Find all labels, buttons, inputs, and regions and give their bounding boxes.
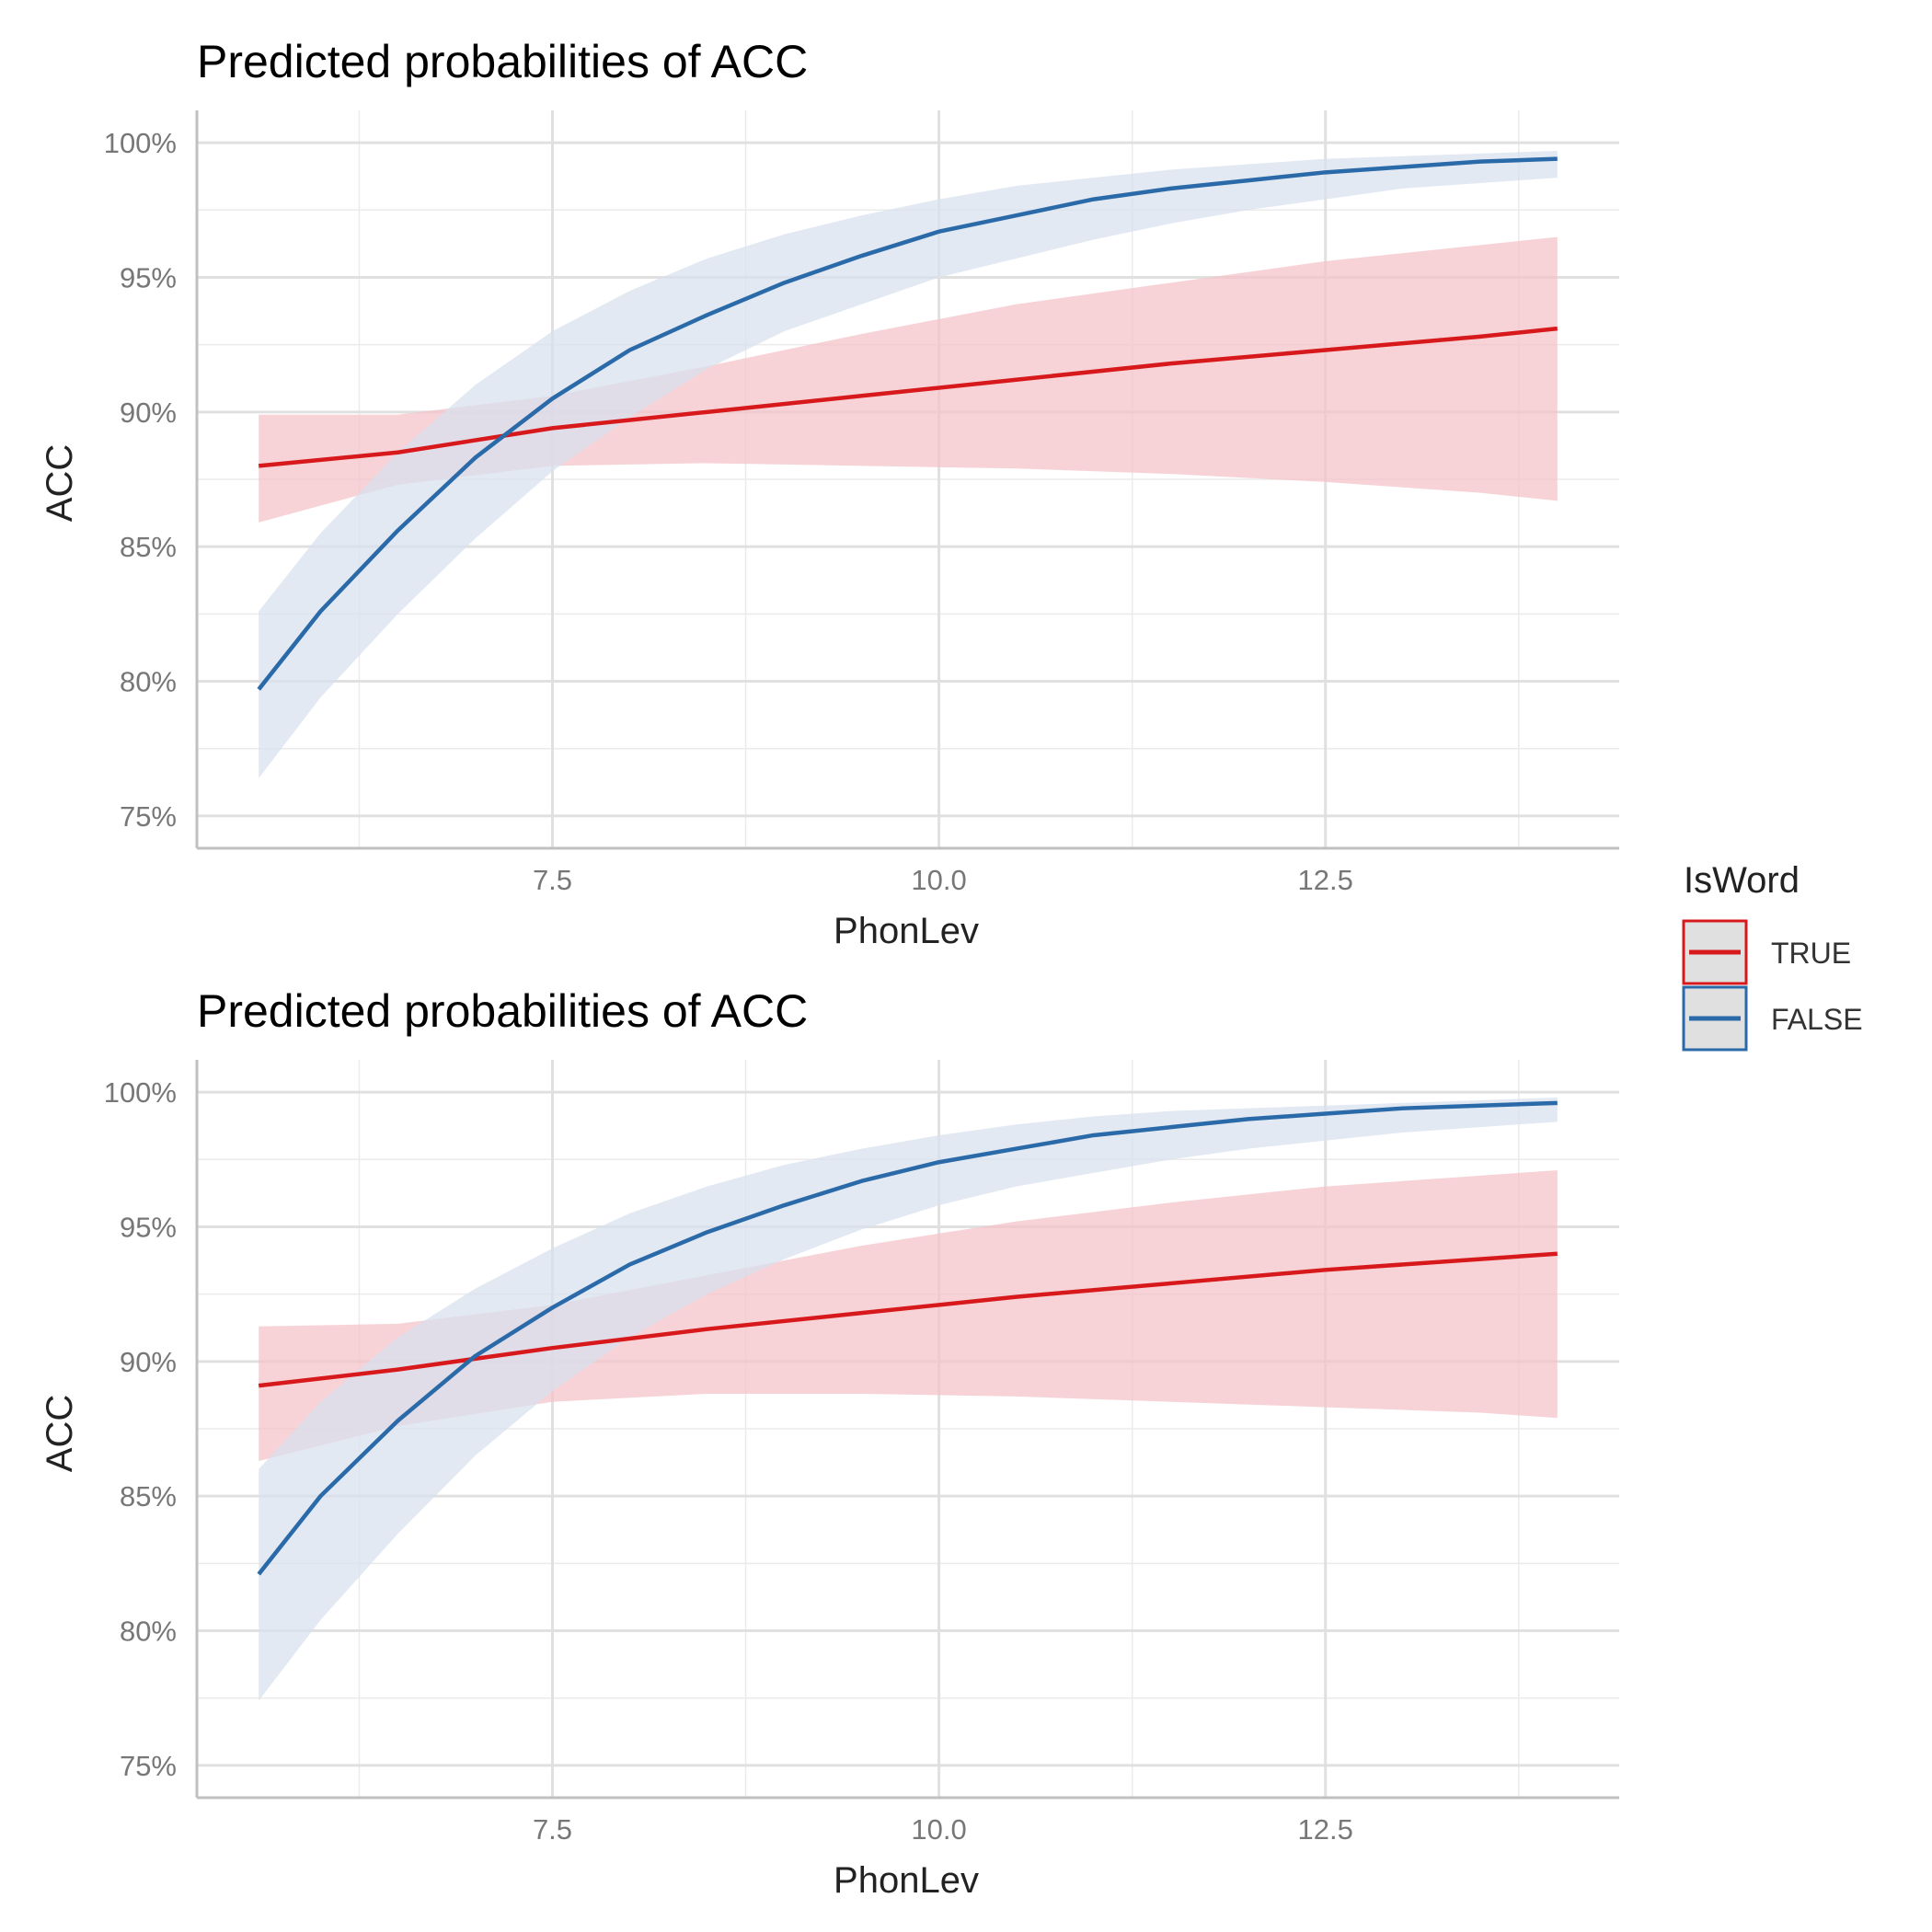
- x-tick-label: 7.5: [533, 1813, 572, 1846]
- series-lines: [257, 1100, 1558, 1576]
- y-axis-title: ACC: [40, 1395, 80, 1472]
- confidence-band-true: [259, 236, 1558, 523]
- y-tick-label: 75%: [120, 1750, 177, 1782]
- y-tick-label: 85%: [120, 1480, 177, 1512]
- confidence-bands: [259, 150, 1558, 778]
- y-tick-label: 100%: [104, 127, 177, 159]
- y-tick-label: 80%: [120, 1616, 177, 1648]
- legend-item-false[interactable]: FALSE: [1682, 985, 1863, 1052]
- y-tick-label: 90%: [120, 397, 177, 429]
- confidence-band-false: [259, 1097, 1558, 1701]
- x-tick-label: 12.5: [1298, 864, 1353, 896]
- axes: 75% 80% 85% 90% 95% 100% 7.5 10.0 12.5: [104, 1060, 1619, 1846]
- x-tick-label: 12.5: [1298, 1813, 1353, 1846]
- legend: IsWord TRUE FALSE: [1682, 860, 1863, 1052]
- x-tick-label: 7.5: [533, 864, 572, 896]
- y-tick-label: 100%: [104, 1076, 177, 1109]
- chart-panel-top: Predicted probabilities of ACC 75% 80% 85%…: [40, 36, 1619, 951]
- legend-label-false: FALSE: [1771, 1003, 1863, 1036]
- confidence-bands: [259, 1097, 1558, 1701]
- legend-title: IsWord: [1684, 860, 1800, 901]
- confidence-band-false: [259, 150, 1558, 778]
- y-tick-label: 90%: [120, 1346, 177, 1378]
- y-axis-title: ACC: [40, 444, 80, 522]
- x-axis-title: PhonLev: [834, 911, 979, 951]
- x-axis-title: PhonLev: [834, 1860, 979, 1901]
- confidence-band-true: [259, 1170, 1558, 1462]
- x-tick-label: 10.0: [911, 1813, 966, 1846]
- x-tick-label: 10.0: [911, 864, 966, 896]
- chart-title: Predicted probabilities of ACC: [197, 36, 808, 87]
- y-tick-label: 80%: [120, 666, 177, 698]
- series-line-false: [257, 1100, 1558, 1576]
- y-tick-label: 95%: [120, 1211, 177, 1243]
- axes: 75% 80% 85% 90% 95% 100% 7.5 10.0 12.5: [104, 110, 1619, 896]
- y-tick-label: 95%: [120, 261, 177, 293]
- series-line-false: [257, 156, 1558, 691]
- legend-label-true: TRUE: [1771, 937, 1851, 970]
- series-lines: [257, 156, 1558, 691]
- chart-title: Predicted probabilities of ACC: [197, 985, 808, 1037]
- y-tick-label: 75%: [120, 800, 177, 833]
- legend-item-true[interactable]: TRUE: [1682, 919, 1851, 985]
- chart-panel-bottom: Predicted probabilities of ACC 75% 80% 85%…: [40, 985, 1619, 1901]
- y-tick-label: 85%: [120, 531, 177, 563]
- series-line-true: [259, 326, 1558, 468]
